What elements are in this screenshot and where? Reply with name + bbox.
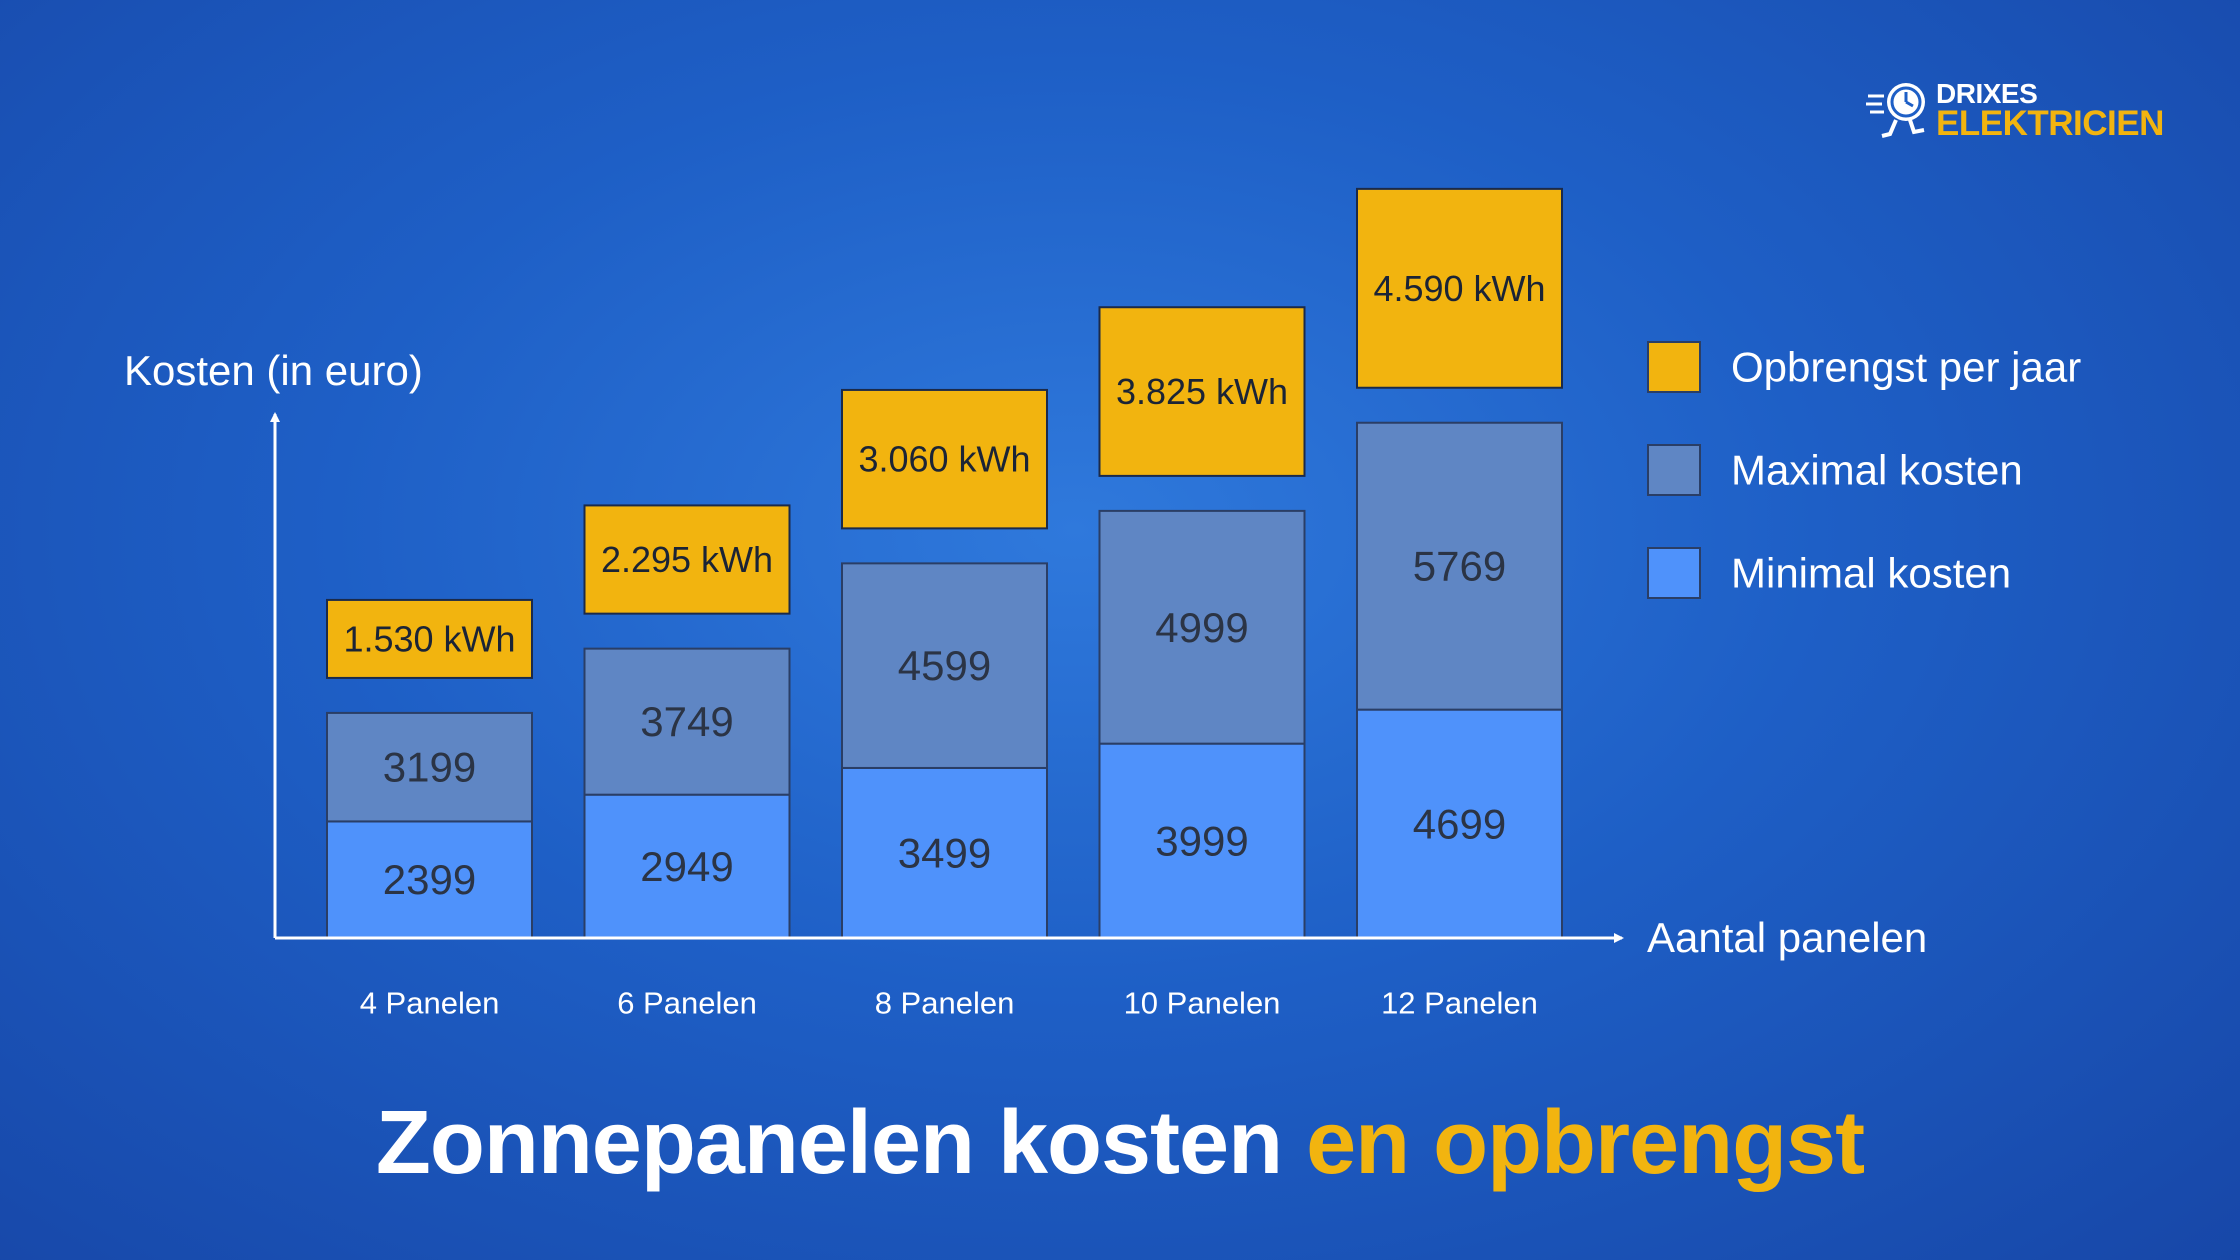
value-label-minimal-1: 2399 (383, 856, 476, 903)
legend-swatch-3 (1647, 547, 1701, 599)
x-tick-label-5: 12 Panelen (1381, 986, 1538, 1021)
bar-minimal-2 (583, 793, 791, 939)
title-accent: en opbrengst (1306, 1093, 1865, 1193)
legend: Opbrengst per jaar Maximal kosten Minimal … (1647, 341, 2081, 599)
value-label-maximal-2: 3749 (640, 698, 733, 745)
legend-label-2: Maximal kosten (1731, 447, 2023, 494)
running-clock-icon (1866, 83, 1925, 138)
legend-label-3: Minimal kosten (1731, 550, 2011, 597)
y-axis-label: Kosten (in euro) (124, 347, 423, 394)
legend-swatch-1 (1647, 341, 1701, 393)
value-label-minimal-3: 3499 (898, 829, 991, 876)
bar-opbrengst-1 (326, 598, 533, 679)
legend-swatch-2 (1647, 444, 1701, 496)
x-tick-label-1: 4 Panelen (360, 986, 500, 1021)
brand-logo: DRIXES ELEKTRICIEN (1866, 78, 2164, 146)
x-tick-label-3: 8 Panelen (875, 986, 1015, 1021)
value-label-opbrengst-4: 3.825 kWh (1116, 371, 1288, 412)
value-label-minimal-5: 4699 (1413, 800, 1506, 847)
value-label-opbrengst-5: 4.590 kWh (1373, 268, 1545, 309)
bar-minimal-4 (1098, 742, 1306, 940)
bar-minimal-1 (326, 820, 533, 940)
bar-opbrengst-4 (1098, 306, 1306, 477)
bar-opbrengst-2 (583, 504, 791, 615)
value-label-maximal-5: 5769 (1413, 543, 1506, 590)
value-label-opbrengst-2: 2.295 kWh (601, 539, 773, 580)
bar-maximal-3 (841, 562, 1048, 769)
bar-maximal-1 (326, 711, 533, 823)
x-tick-label-4: 10 Panelen (1124, 986, 1281, 1021)
value-label-maximal-4: 4999 (1155, 604, 1248, 651)
value-label-minimal-4: 3999 (1155, 817, 1248, 864)
bar-maximal-5 (1356, 421, 1563, 711)
legend-label-1: Opbrengst per jaar (1731, 344, 2081, 391)
x-axis-label: Aantal panelen (1647, 914, 1927, 961)
bar-minimal-5 (1356, 708, 1563, 939)
value-label-minimal-2: 2949 (640, 843, 733, 890)
brand-name-line1: DRIXES (1936, 78, 2038, 109)
bar-maximal-2 (583, 647, 791, 796)
x-tick-label-2: 6 Panelen (617, 986, 757, 1021)
brand-name-line2: ELEKTRICIEN (1936, 104, 2164, 143)
value-label-maximal-3: 4599 (898, 642, 991, 689)
bar-opbrengst-5 (1356, 187, 1563, 389)
value-label-opbrengst-3: 3.060 kWh (858, 439, 1030, 480)
bar-maximal-4 (1098, 509, 1306, 745)
value-label-opbrengst-1: 1.530 kWh (343, 618, 515, 659)
title-main: Zonnepanelen kosten (375, 1093, 1283, 1193)
page-title: Zonnepanelen kosten en opbrengst (0, 1092, 2240, 1195)
bar-opbrengst-3 (841, 388, 1048, 530)
value-label-maximal-1: 3199 (383, 744, 476, 791)
